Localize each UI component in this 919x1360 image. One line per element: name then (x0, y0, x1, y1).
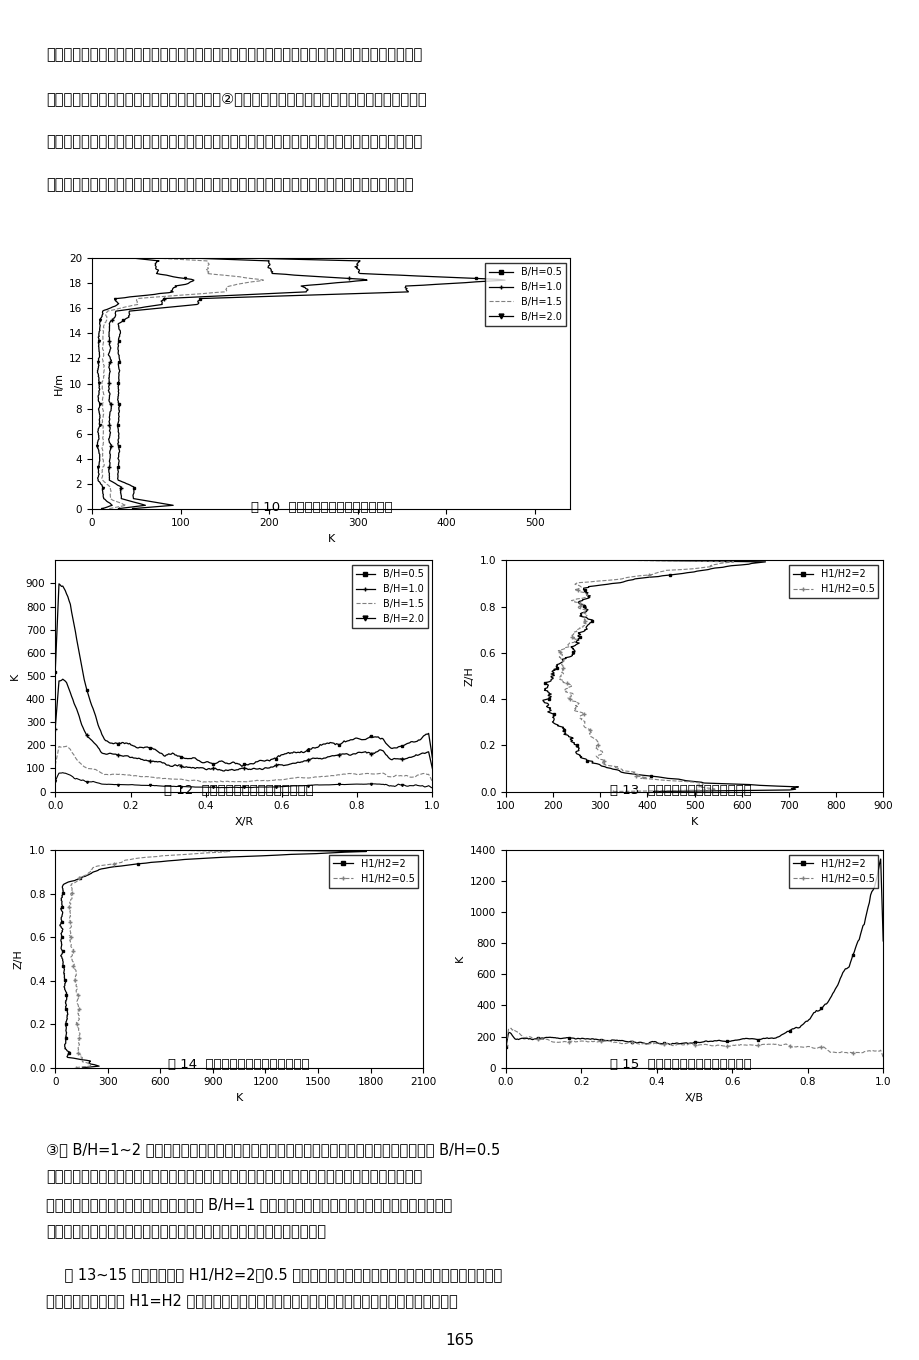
Text: 图 10  背风壁面处颗粒物无量纲浓度: 图 10 背风壁面处颗粒物无量纲浓度 (251, 500, 392, 514)
Y-axis label: Z/H: Z/H (464, 666, 473, 685)
Y-axis label: H/m: H/m (53, 373, 63, 394)
X-axis label: X/R: X/R (234, 817, 253, 827)
Text: 图 14  迎风壁面处颗粒物无量纲浓度: 图 14 迎风壁面处颗粒物无量纲浓度 (168, 1058, 310, 1072)
Y-axis label: K: K (454, 955, 464, 963)
Text: 参数不变时，改变街谷宽高比引起了街谷内部流动情况发生变化而引起。: 参数不变时，改变街谷宽高比引起了街谷内部流动情况发生变化而引起。 (46, 1224, 325, 1239)
Legend: H1/H2=2, H1/H2=0.5: H1/H2=2, H1/H2=0.5 (789, 566, 878, 598)
Text: 粒物首先被携带扩散到上风风向建筑的背风面，然后与外部新鲜空气混合后再流向下风方向建筑的: 粒物首先被携带扩散到上风风向建筑的背风面，然后与外部新鲜空气混合后再流向下风方向… (46, 48, 422, 63)
X-axis label: X/B: X/B (685, 1093, 703, 1103)
X-axis label: K: K (235, 1093, 243, 1103)
Legend: B/H=0.5, B/H=1.0, B/H=1.5, B/H=2.0: B/H=0.5, B/H=1.0, B/H=1.5, B/H=2.0 (484, 264, 565, 325)
Text: 迎风面，从而使背风面浓度比迎风面浓度大；②迎风壁面无量纲浓度值垂直方向变化很小，而背风: 迎风面，从而使背风面浓度比迎风面浓度大；②迎风壁面无量纲浓度值垂直方向变化很小，… (46, 91, 426, 106)
Y-axis label: Z/H: Z/H (14, 949, 23, 968)
Text: 壁面无量纲浓度严高度方向变化显著，并且在街谷底部和顶部各呈现一个峰值，最大无量纲浓度点: 壁面无量纲浓度严高度方向变化显著，并且在街谷底部和顶部各呈现一个峰值，最大无量纲… (46, 133, 422, 148)
Text: ③在 B/H=1~2 过程中，随着街谷宽度增加，街谷内无量纲浓度分布的总体呈减小趋势，当 B/H=0.5: ③在 B/H=1~2 过程中，随着街谷宽度增加，街谷内无量纲浓度分布的总体呈减小… (46, 1142, 500, 1157)
Y-axis label: K: K (10, 672, 20, 680)
Text: 浓度的分布，由于在 H1=H2 时，整个街谷处于上游建筑的尾流区内，且街谷内存在多个涡，街谷内: 浓度的分布，由于在 H1=H2 时，整个街谷处于上游建筑的尾流区内，且街谷内存在… (46, 1293, 458, 1308)
Text: 图 12  人体呼吸高度颗粒物无量纲浓度: 图 12 人体呼吸高度颗粒物无量纲浓度 (165, 783, 313, 797)
X-axis label: K: K (690, 817, 698, 827)
Legend: B/H=0.5, B/H=1.0, B/H=1.5, B/H=2.0: B/H=0.5, B/H=1.0, B/H=1.5, B/H=2.0 (351, 566, 427, 627)
Text: 图 15  迎风壁面处颗粒物无量纲浓度: 图 15 迎风壁面处颗粒物无量纲浓度 (609, 1058, 751, 1072)
Text: 165: 165 (445, 1333, 474, 1349)
Legend: H1/H2=2, H1/H2=0.5: H1/H2=2, H1/H2=0.5 (329, 855, 418, 888)
Text: 时，街谷内无量纲污染浓度最小，这主要是因为此时街谷属于深街谷，街谷两端建筑高度高于街谷: 时，街谷内无量纲污染浓度最小，这主要是因为此时街谷属于深街谷，街谷两端建筑高度高… (46, 1170, 422, 1185)
Text: 宽度，街谷内空气流动性能最差所至。在 B/H=1 时，颗粒无量纲浓度总体值最低，这是因为在其他: 宽度，街谷内空气流动性能最差所至。在 B/H=1 时，颗粒无量纲浓度总体值最低，… (46, 1197, 452, 1212)
Legend: H1/H2=2, H1/H2=0.5: H1/H2=2, H1/H2=0.5 (789, 855, 878, 888)
Text: 图 13~15 为不等高街谷 H1/H2=2、0.5 时，背风壁面、迎风壁面和人体呼吸高度处颗粒无量纲: 图 13~15 为不等高街谷 H1/H2=2、0.5 时，背风壁面、迎风壁面和人… (46, 1268, 502, 1282)
Text: 出现在背风面的底部，这是由于街谷底部角落处空气流动性最差，从而导致该处污染物浓度高；: 出现在背风面的底部，这是由于街谷底部角落处空气流动性最差，从而导致该处污染物浓度… (46, 177, 413, 192)
X-axis label: K: K (327, 534, 335, 544)
Text: 图 13  背风壁面处颗粒物无量纲浓度: 图 13 背风壁面处颗粒物无量纲浓度 (609, 783, 751, 797)
